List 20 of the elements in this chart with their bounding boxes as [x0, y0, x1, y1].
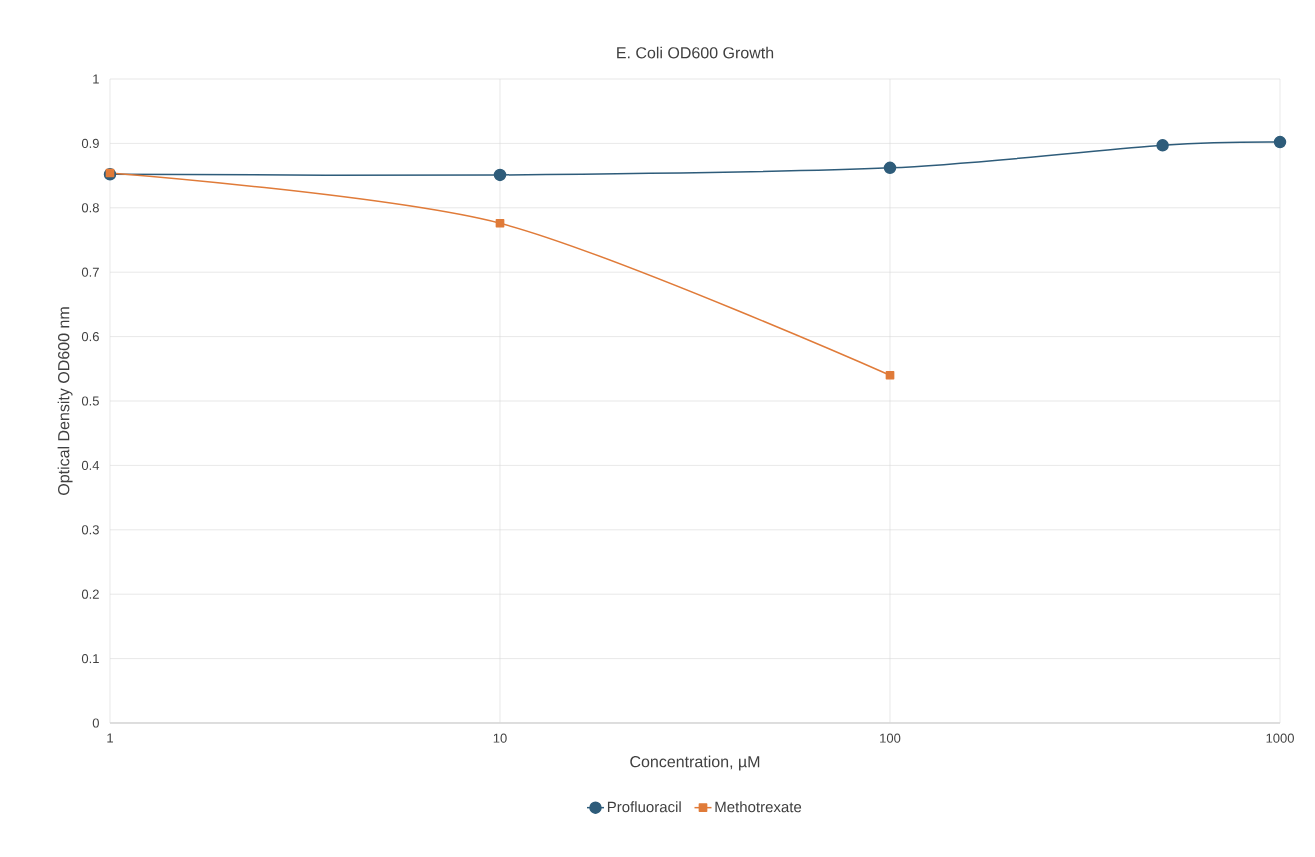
x-tick-label: 1: [107, 733, 113, 743]
x-tick-label: 10: [493, 733, 507, 743]
chart-title: E. Coli OD600 Growth: [617, 46, 774, 59]
x-axis-title: Concentration, µM: [630, 755, 760, 771]
y-tick-label: 0.3: [81, 525, 99, 535]
x-tick-label: 100: [880, 733, 901, 743]
y-axis-title: Optical Density OD600 nm: [57, 307, 73, 495]
y-tick-label: 0.1: [81, 653, 99, 664]
y-tick-label: 0.2: [81, 589, 99, 599]
legend-label: Methotrexate: [715, 801, 802, 813]
y-tick-label: 0.6: [81, 331, 99, 342]
y-tick-label: 1: [93, 74, 99, 84]
legend-label: Profluoracil: [607, 801, 681, 813]
y-tick-label: 0.8: [81, 203, 99, 213]
y-tick-label: 0.9: [81, 138, 99, 148]
y-tick-label: 0.7: [81, 267, 99, 277]
x-tick-label: 1000: [1266, 733, 1294, 743]
y-tick-label: 0: [92, 718, 99, 728]
y-tick-label: 0.5: [81, 396, 99, 406]
y-tick-label: 0.4: [81, 460, 100, 470]
